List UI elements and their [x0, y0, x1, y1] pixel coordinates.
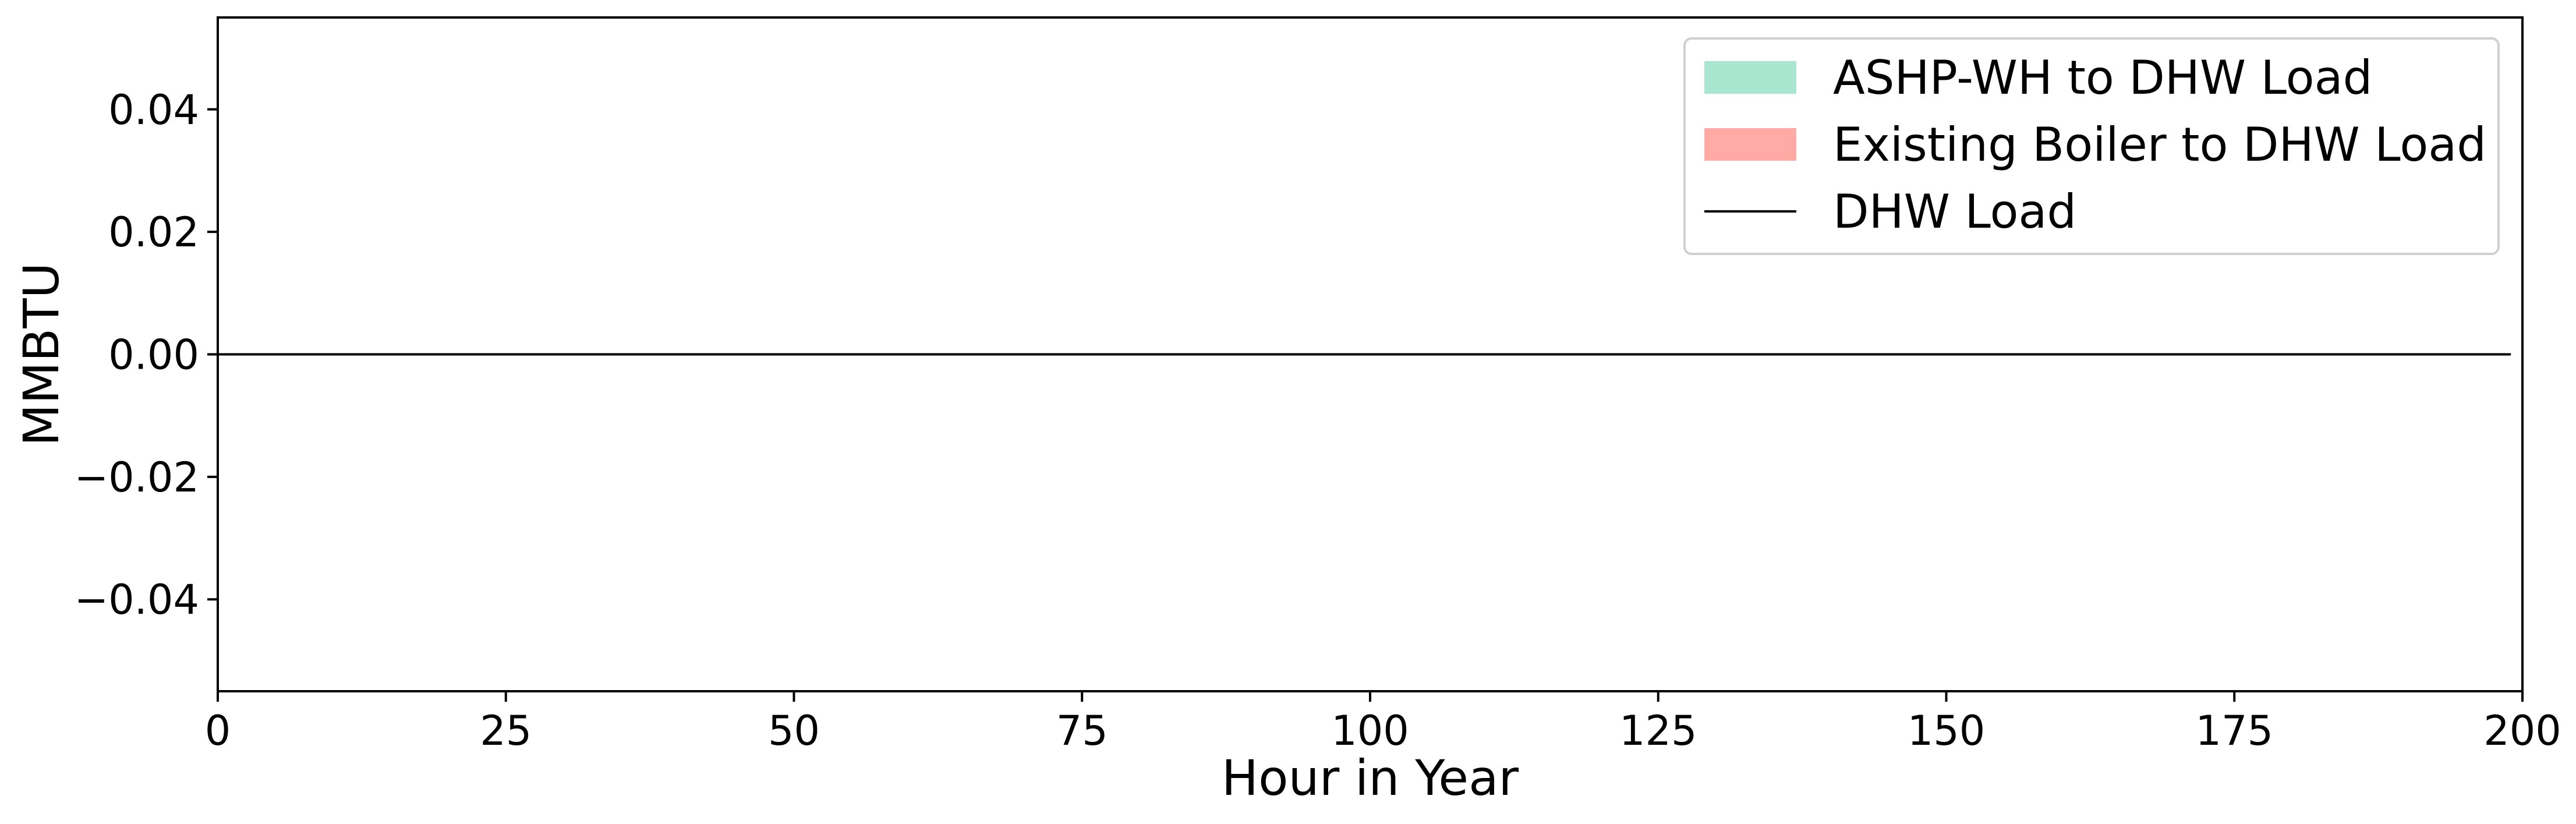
legend-label-2: DHW Load [1833, 185, 2076, 239]
y-tick-label: −0.02 [74, 454, 199, 501]
x-tick-label: 125 [1619, 707, 1697, 755]
x-tick-label: 100 [1331, 707, 1409, 755]
legend-label-1: Existing Boiler to DHW Load [1833, 118, 2486, 172]
axes: 0 25 50 75 100 125 150 175 200 0.04 0.02 0.00 −0.02 −… [13, 16, 2561, 807]
legend-box [1683, 37, 2500, 255]
y-tick-label: 0.00 [108, 331, 199, 379]
x-tick-label: 0 [205, 707, 231, 755]
y-axis-label: MMBTU [13, 263, 70, 446]
x-axis-label: Hour in Year [1222, 749, 1519, 807]
x-tick-label: 50 [768, 707, 820, 755]
x-tick-label: 200 [2483, 707, 2561, 755]
y-tick-label: 0.02 [108, 208, 199, 256]
legend-swatch-1 [1704, 128, 1796, 161]
x-tick-label: 25 [480, 707, 532, 755]
y-tick-label: −0.04 [74, 576, 199, 624]
legend-swatch-0 [1704, 61, 1796, 94]
y-tick-label: 0.04 [108, 86, 199, 134]
x-tick-label: 150 [1908, 707, 1986, 755]
legend: ASHP-WH to DHW Load Existing Boiler to DH… [1683, 37, 2500, 255]
legend-label-0: ASHP-WH to DHW Load [1833, 51, 2372, 105]
x-tick-label: 75 [1056, 707, 1108, 755]
x-tick-label: 175 [2195, 707, 2273, 755]
